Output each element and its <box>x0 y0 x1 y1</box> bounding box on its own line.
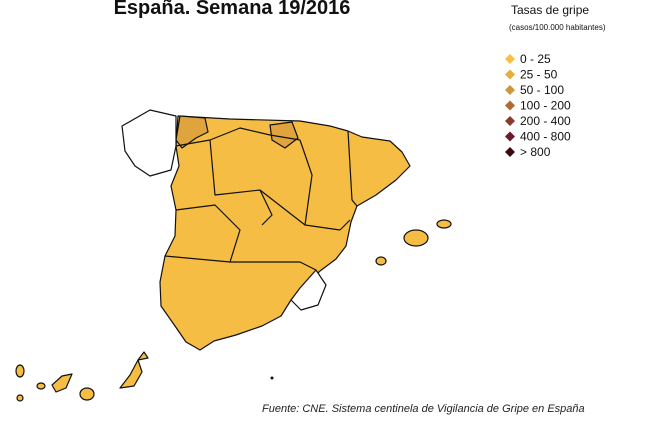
source-note: Fuente: CNE. Sistema centinela de Vigila… <box>262 403 585 415</box>
island <box>16 394 24 402</box>
island <box>36 382 46 390</box>
legend-swatch <box>505 131 515 142</box>
map-title: España. Semana 19/2016 <box>114 0 351 19</box>
legend-swatch <box>505 69 515 80</box>
legend-label: 200 - 400 <box>520 114 571 128</box>
galicia <box>121 109 177 177</box>
legend-swatch <box>505 54 515 64</box>
island <box>403 229 429 247</box>
island <box>436 219 452 229</box>
legend-subtitle: (casos/100.000 habitantes) <box>509 23 606 32</box>
spain-map <box>15 109 452 402</box>
island <box>15 364 25 378</box>
legend-swatch <box>505 85 515 95</box>
legend-label: 100 - 200 <box>520 99 571 113</box>
island <box>375 256 387 266</box>
legend-swatch <box>505 100 515 111</box>
legend-label: 0 - 25 <box>520 52 551 66</box>
legend-title: Tasas de gripe <box>511 3 589 17</box>
region-borders <box>164 127 358 271</box>
legend-swatch <box>505 147 515 157</box>
island <box>270 376 274 380</box>
island <box>79 387 95 401</box>
island <box>137 351 149 361</box>
legend-label: 25 - 50 <box>520 68 558 82</box>
island <box>119 359 143 389</box>
navarra <box>269 121 299 149</box>
legend-label: 50 - 100 <box>520 83 564 97</box>
legend-swatch <box>505 116 515 126</box>
island <box>51 373 73 393</box>
mainland <box>159 115 411 351</box>
legend-label: > 800 <box>520 145 551 159</box>
legend-label: 400 - 800 <box>520 130 571 144</box>
